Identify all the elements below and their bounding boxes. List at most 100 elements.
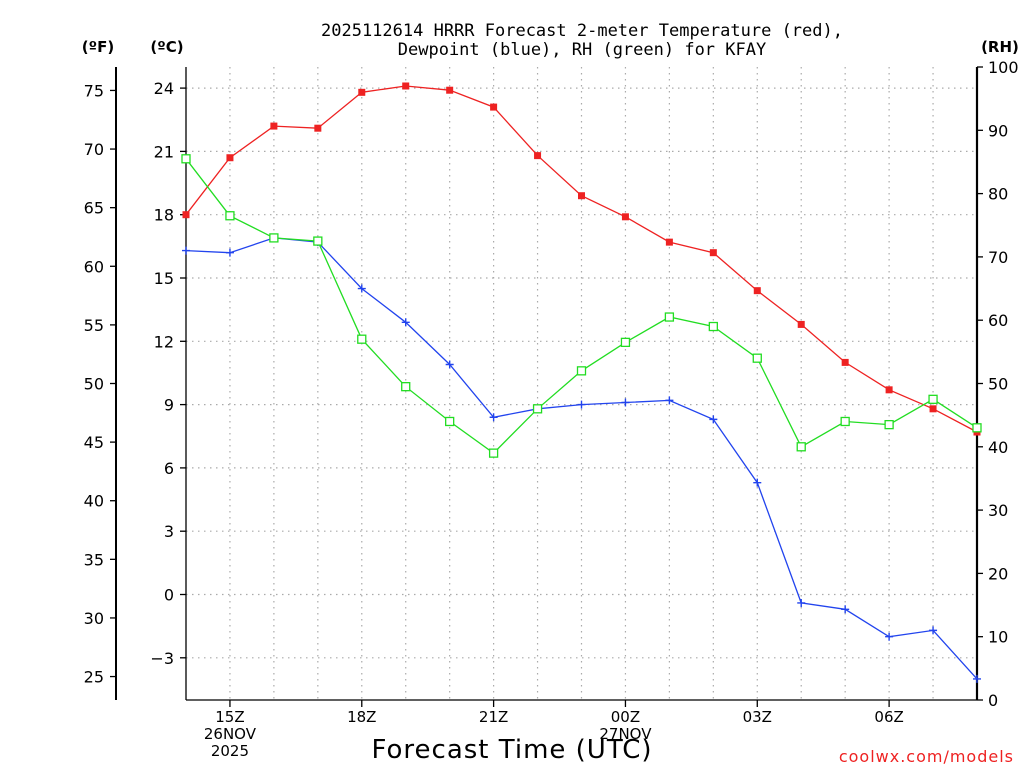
temperature-point [797, 320, 805, 328]
dewpoint-point [577, 400, 586, 409]
x-tick-label: 27NOV [599, 725, 652, 743]
temperature-point [182, 211, 190, 219]
rh-tick-label: 30 [988, 501, 1008, 520]
fahrenheit-tick-label: 50 [84, 375, 104, 394]
x-tick-label: 03Z [743, 708, 772, 726]
fahrenheit-tick-label: 35 [84, 550, 104, 569]
rh-tick-label: 10 [988, 628, 1008, 647]
dewpoint-point [182, 246, 190, 255]
dewpoint-point [401, 318, 410, 327]
fahrenheit-tick-label: 45 [84, 433, 104, 452]
fahrenheit-tick-label: 55 [84, 316, 104, 335]
rh-tick-label: 60 [988, 311, 1008, 330]
x-tick-label: 06Z [874, 708, 903, 726]
dewpoint-point [621, 398, 630, 407]
rh-point [357, 334, 367, 344]
celsius-tick-label: 21 [154, 142, 174, 161]
fahrenheit-tick-label: 65 [84, 199, 104, 218]
temperature-point [402, 82, 410, 90]
fahrenheit-tick-label: 60 [84, 257, 104, 276]
rh-point [708, 321, 718, 332]
temperature-point [490, 103, 498, 111]
chart-title-line-2: Dewpoint (blue), RH (green) for KFAY [398, 40, 766, 60]
rh-point [488, 448, 499, 458]
x-tick-label: 21Z [479, 708, 508, 726]
dewpoint-point [753, 478, 762, 487]
celsius-tick-label: 0 [164, 586, 174, 605]
rh-point [445, 416, 455, 427]
fahrenheit-tick-label: 75 [84, 81, 104, 100]
celsius-tick-label: 24 [154, 79, 174, 98]
rh-line [185, 158, 978, 454]
dewpoint-point [973, 674, 981, 683]
temperature-point [358, 88, 366, 96]
dewpoint-point [797, 598, 806, 607]
dewpoint-point [709, 415, 718, 424]
temperature-point [709, 249, 717, 257]
fahrenheit-tick-label: 70 [84, 140, 104, 159]
rh-point [796, 442, 806, 452]
rh-tick-label: 80 [988, 185, 1008, 204]
rh-point [576, 366, 587, 376]
temperature-point [314, 124, 322, 132]
celsius-tick-label: 12 [154, 332, 174, 351]
x-tick-label: 15Z [215, 708, 244, 726]
temperature-point [665, 238, 673, 246]
temperature-point [841, 358, 849, 366]
celsius-tick-label: −3 [150, 649, 174, 668]
rh-tick-label: 0 [988, 691, 998, 710]
rh-tick-label: 70 [988, 248, 1008, 267]
temperature-point [578, 192, 585, 200]
rh-point [620, 337, 631, 348]
rh-point [972, 423, 982, 433]
dewpoint-point [357, 284, 366, 293]
rh-point [181, 154, 191, 164]
temperature-point [226, 154, 234, 162]
temperature-point [621, 213, 629, 221]
rh-point [840, 416, 850, 427]
chart-title-line-1: 2025112614 HRRR Forecast 2-meter Tempera… [321, 21, 843, 41]
celsius-axis-label: (ºC) [150, 38, 183, 56]
series-temperature [182, 82, 981, 436]
celsius-tick-label: 18 [154, 206, 174, 225]
celsius-tick-label: 9 [164, 396, 174, 415]
rh-point [664, 312, 675, 322]
temperature-point [929, 405, 937, 413]
rh-point [928, 394, 938, 404]
rh-point [225, 211, 235, 221]
dewpoint-point [445, 360, 454, 369]
dewpoint-point [929, 626, 938, 635]
fahrenheit-axis-label: (ºF) [82, 38, 114, 56]
rh-tick-label: 20 [988, 564, 1008, 583]
dewpoint-point [489, 413, 498, 422]
rh-point [752, 353, 762, 363]
temperature-point [534, 152, 542, 160]
credit-text: coolwx.com/models [839, 747, 1014, 766]
celsius-tick-label: 6 [164, 459, 174, 478]
x-tick-label: 26NOV [204, 725, 257, 743]
rh-point [313, 236, 323, 246]
rh-point [401, 382, 411, 392]
dewpoint-point [225, 248, 234, 257]
temperature-point [446, 86, 454, 94]
x-tick-label: 2025 [211, 742, 249, 760]
fahrenheit-tick-label: 30 [84, 609, 104, 628]
gridlines [186, 67, 977, 700]
x-axis-title: Forecast Time (UTC) [371, 735, 652, 765]
dewpoint-point [665, 396, 674, 405]
dewpoint-point [885, 632, 894, 641]
rh-point [269, 233, 279, 243]
celsius-tick-label: 15 [154, 269, 174, 288]
series-layer [181, 82, 982, 683]
rh-point [532, 404, 543, 414]
rh-tick-label: 90 [988, 121, 1008, 140]
rh-axis-label: (RH) [981, 38, 1019, 56]
rh-point [884, 419, 894, 430]
rh-tick-label: 100 [988, 58, 1019, 77]
fahrenheit-tick-label: 40 [84, 492, 104, 511]
x-tick-label: 00Z [611, 708, 640, 726]
rh-tick-label: 40 [988, 438, 1008, 457]
temperature-point [885, 386, 893, 394]
temperature-point [753, 287, 761, 295]
